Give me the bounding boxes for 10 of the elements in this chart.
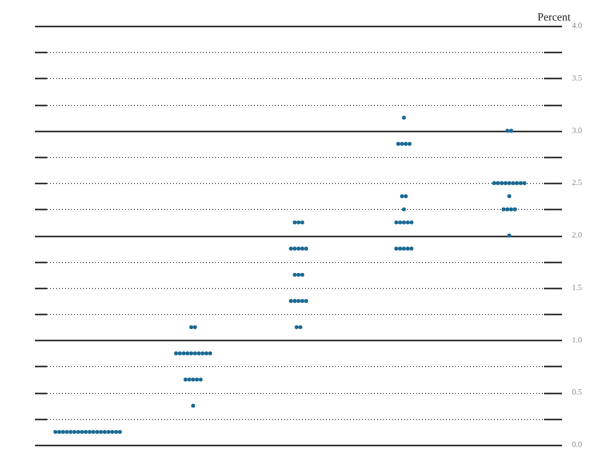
y-tick-label: 4.0 (572, 21, 582, 30)
y-tick-label: 0.5 (572, 388, 582, 397)
y-axis-title: Percent (538, 11, 570, 24)
y-tick-label: 0.0 (572, 440, 582, 450)
y-tick-label: 2.0 (572, 230, 582, 240)
y-tick-label: 3.0 (572, 126, 582, 135)
y-tick-label: 3.5 (572, 73, 582, 82)
y-tick-label: 2.5 (572, 178, 582, 188)
y-tick-label: 1.0 (572, 335, 582, 344)
y-tick-label: 1.5 (572, 282, 582, 292)
